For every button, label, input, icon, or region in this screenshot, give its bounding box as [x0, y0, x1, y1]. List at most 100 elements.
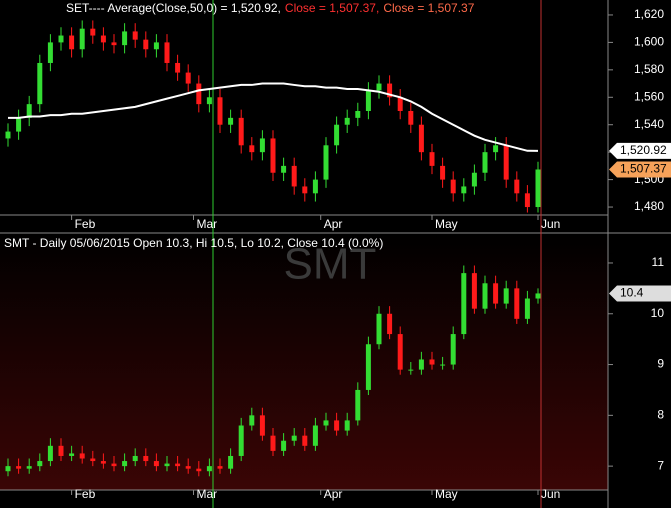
candle-body [471, 172, 477, 187]
candle-body [37, 62, 43, 105]
candle-body [111, 463, 117, 467]
candle-body [334, 124, 340, 146]
candle-body [323, 420, 329, 426]
candle-body [387, 313, 393, 335]
x-tick-label: Jun [541, 217, 560, 231]
candle-body [355, 389, 361, 421]
candle-body [69, 35, 75, 50]
candle-body [238, 425, 244, 456]
candle-body [376, 83, 382, 91]
candle-body [376, 313, 382, 345]
candle-body [69, 453, 75, 456]
candle-body [535, 293, 541, 299]
candle-body [185, 466, 191, 469]
y-tick-label: 1,600 [634, 35, 664, 49]
panel-background [0, 234, 608, 490]
watermark: SMT [284, 240, 377, 289]
candle-body [429, 152, 435, 166]
candle-body [344, 420, 350, 431]
y-tick-label: 1,620 [634, 7, 664, 21]
candle-body [397, 97, 403, 111]
candle-body [5, 131, 11, 139]
candle-body [228, 455, 234, 469]
candle-body [312, 179, 318, 194]
candle-body [440, 165, 446, 180]
candle-body [281, 440, 287, 451]
candle-body [270, 138, 276, 173]
y-tick-label: 1,560 [634, 89, 664, 103]
candle-body [196, 83, 202, 105]
candle-body [185, 72, 191, 84]
x-tick-label: Apr [324, 217, 343, 231]
candle-body [281, 165, 287, 173]
candle-body [90, 28, 96, 36]
candle-body [429, 359, 435, 365]
legend-text: SMT - Daily 05/06/2015 Open 10.3, Hi 10.… [4, 236, 383, 250]
legend-text: SET---- Average(Close,50,0) = 1,520.92, [66, 1, 281, 15]
candle-body [365, 90, 371, 111]
candle-body [408, 369, 414, 371]
candle-body [323, 145, 329, 180]
candle-body [302, 186, 308, 194]
price-tag [609, 142, 671, 159]
candle-body [493, 283, 499, 304]
candle-body [16, 466, 22, 469]
candle-body [58, 445, 64, 456]
moving-average [8, 82, 539, 152]
candle-body [312, 425, 318, 446]
price-tag-label: 1,520.92 [620, 143, 667, 157]
candle-body [249, 415, 255, 426]
candle-body [5, 466, 11, 472]
candle-body [206, 466, 212, 472]
candle-body [503, 288, 509, 304]
candle-body [164, 463, 170, 467]
candle-body [291, 165, 297, 187]
candle-body [397, 334, 403, 370]
candle-body [408, 110, 414, 125]
y-tick-label: 7 [657, 458, 664, 472]
candle-body [175, 62, 181, 73]
candle-body [143, 455, 149, 462]
y-tick-label: 11 [652, 255, 665, 269]
candle-body [26, 466, 32, 469]
x-tick-label: Feb [75, 487, 96, 501]
x-tick-label: May [435, 487, 458, 501]
candle-body [259, 415, 265, 436]
candle-body [122, 31, 128, 46]
price-tag [609, 161, 671, 178]
candle-body [217, 466, 223, 469]
candle-body [100, 35, 106, 43]
candle-body [535, 169, 541, 208]
candle-body [387, 83, 393, 98]
candle-body [514, 288, 520, 319]
candle-body [143, 39, 149, 50]
candle-body [132, 31, 138, 40]
candle-body [228, 117, 234, 125]
candle-body [164, 42, 170, 63]
candle-body [238, 117, 244, 146]
candle-body [26, 104, 32, 118]
candle-body [440, 364, 446, 366]
x-tick-label: Feb [75, 217, 96, 231]
candle-body [153, 461, 159, 467]
candle-body [503, 145, 509, 180]
candle-body [418, 359, 424, 370]
candle-body [79, 453, 85, 459]
legend: SMT - Daily 05/06/2015 Open 10.3, Hi 10.… [4, 236, 383, 250]
candle-body [132, 455, 138, 462]
candle-body [100, 461, 106, 464]
candle-body [450, 179, 456, 194]
candle-body [344, 117, 350, 125]
candle-body [122, 461, 128, 467]
candle-body [493, 145, 499, 153]
legend: SET---- Average(Close,50,0) = 1,520.92, C… [66, 1, 475, 15]
y-tick-label: 9 [657, 357, 664, 371]
candle-body [524, 298, 530, 319]
candle-body [249, 145, 255, 153]
candle-body [482, 283, 488, 309]
candle-body [461, 186, 467, 194]
candle-body [47, 42, 53, 63]
candle-body [291, 435, 297, 441]
candle-body [58, 35, 64, 43]
